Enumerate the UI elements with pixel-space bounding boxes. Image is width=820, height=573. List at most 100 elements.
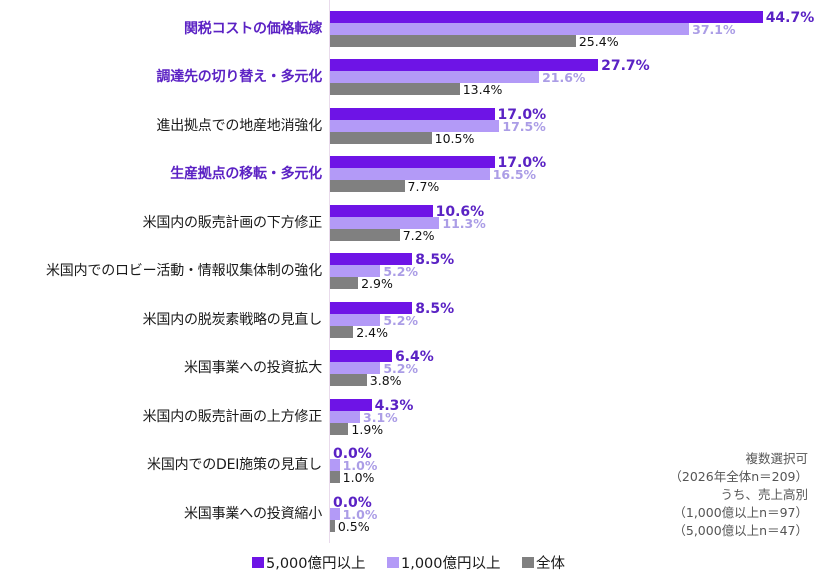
value-label-1000: 17.5% xyxy=(502,118,546,134)
value-label-5000: 17.0% xyxy=(497,106,547,123)
bar-total xyxy=(330,325,354,338)
bar-5000 xyxy=(330,253,413,265)
bar-1000 xyxy=(330,410,360,423)
bar-group: 6.4% 5.2% 3.8% xyxy=(330,349,820,387)
value-label-total: 10.5% xyxy=(434,130,475,146)
value-label-1000: 21.6% xyxy=(542,70,586,85)
category-label: 米国内の脱炭素戦略の見直し xyxy=(142,311,323,328)
category-label: 米国内の販売計画の下方修正 xyxy=(142,214,323,231)
bar-group: 4.3% 3.1% 1.9% xyxy=(330,397,820,437)
bar-total xyxy=(330,422,349,435)
value-label-total: 7.7% xyxy=(407,179,440,194)
bar-1000 xyxy=(330,459,340,471)
bar-group: 17.0% 17.5% 10.5% xyxy=(330,106,820,146)
category-label: 進出拠点での地産地消強化 xyxy=(156,117,322,134)
chart-row: 進出拠点での地産地消強化 17.0% 17.5% 10.5% xyxy=(0,106,820,157)
category-label: 米国内でのDEI施策の見直し xyxy=(147,457,322,473)
legend-label: 全体 xyxy=(536,555,565,572)
chart-row: 関税コストの価格転嫁 44.7% 37.1% 25.4% xyxy=(0,10,820,60)
value-label-5000: 4.3% xyxy=(374,397,414,414)
bar-1000 xyxy=(330,216,440,229)
chart-row: 調達先の切り替え・多元化 27.7% 21.6% 13.4% xyxy=(0,59,820,108)
bar-total xyxy=(330,277,359,289)
bar-group: 0.0% 1.0% 0.5% xyxy=(330,496,820,532)
bar-total xyxy=(330,374,367,386)
bar-1000 xyxy=(330,313,381,326)
y-axis-line xyxy=(329,0,330,543)
legend-swatch-total xyxy=(522,556,534,568)
value-label-5000: 8.5% xyxy=(415,300,455,317)
bar-1000 xyxy=(330,168,490,180)
bar-total xyxy=(330,519,335,532)
note-total-sample: （2026年全体n＝209） xyxy=(669,469,808,484)
chart-row: 米国事業への投資拡大 6.4% 5.2% 3.8% xyxy=(0,350,820,399)
legend-item-total: 全体 xyxy=(522,553,565,572)
value-label-1000: 5.2% xyxy=(383,264,418,279)
bar-5000 xyxy=(330,156,495,168)
value-label-total: 1.0% xyxy=(342,470,375,485)
value-label-1000: 37.1% xyxy=(692,21,736,37)
bar-5000 xyxy=(330,107,495,120)
bar-1000 xyxy=(330,362,381,374)
value-label-total: 2.4% xyxy=(356,324,388,340)
value-label-5000: 17.0% xyxy=(497,155,547,171)
legend-swatch-5000 xyxy=(252,556,264,568)
chart-row: 米国事業への投資縮小 0.0% 1.0% 0.5% xyxy=(0,496,820,545)
value-label-total: 1.9% xyxy=(351,421,384,437)
chart-row: 米国内でのロビー活動・情報収集体制の強化 8.5% 5.2% 2.9% xyxy=(0,253,820,302)
legend-label: 5,000億円以上 xyxy=(266,555,366,572)
bar-1000 xyxy=(330,507,340,520)
bar-5000 xyxy=(330,350,392,362)
bar-1000 xyxy=(330,22,690,35)
bar-total xyxy=(330,131,432,144)
bar-group: 17.0% 16.5% 7.7% xyxy=(330,155,820,194)
value-label-total: 2.9% xyxy=(361,276,393,291)
bar-total xyxy=(330,180,405,192)
value-label-5000: 0.0% xyxy=(333,446,372,462)
bar-group: 10.6% 11.3% 7.2% xyxy=(330,204,820,243)
value-label-1000: 11.3% xyxy=(442,215,486,231)
chart-row: 米国内でのDEI施策の見直し 0.0% 1.0% 1.0% xyxy=(0,447,820,496)
chart-notes: 複数選択可 （2026年全体n＝209） うち、売上高別 （1,000億以上n＝… xyxy=(669,450,808,540)
category-label: 米国事業への投資拡大 xyxy=(184,360,322,376)
value-label-total: 0.5% xyxy=(337,518,370,534)
value-label-1000: 3.1% xyxy=(363,409,398,425)
bar-1000 xyxy=(330,71,540,83)
bar-5000 xyxy=(330,301,413,314)
value-label-1000: 5.2% xyxy=(383,312,418,328)
legend-item-1000: 1,000億円以上 xyxy=(387,553,501,572)
legend-label: 1,000億円以上 xyxy=(401,555,501,572)
value-label-5000: 6.4% xyxy=(394,349,434,365)
bar-group: 8.5% 5.2% 2.9% xyxy=(330,252,820,291)
value-label-5000: 27.7% xyxy=(601,58,650,74)
category-label: 調達先の切り替え・多元化 xyxy=(156,69,322,85)
bar-total xyxy=(330,228,400,241)
note-breakdown: うち、売上高別 xyxy=(720,487,808,502)
value-label-total: 25.4% xyxy=(578,33,619,49)
category-label: 米国内でのロビー活動・情報収集体制の強化 xyxy=(46,263,322,279)
value-label-5000: 0.0% xyxy=(333,494,372,511)
note-1000-sample: （1,000億以上n＝97） xyxy=(673,505,808,520)
chart-row: 米国内の販売計画の上方修正 4.3% 3.1% 1.9% xyxy=(0,397,820,448)
bar-group: 0.0% 1.0% 1.0% xyxy=(330,446,820,485)
bar-5000 xyxy=(330,398,372,411)
value-label-1000: 5.2% xyxy=(383,361,418,376)
category-label: 米国事業への投資縮小 xyxy=(184,505,322,522)
category-label: 米国内の販売計画の上方修正 xyxy=(142,408,323,425)
bar-5000 xyxy=(330,10,763,23)
value-label-1000: 1.0% xyxy=(342,458,378,473)
value-label-5000: 8.5% xyxy=(415,252,455,268)
category-label: 関税コストの価格転嫁 xyxy=(184,20,322,37)
value-label-total: 7.2% xyxy=(402,227,435,243)
chart-row: 米国内の販売計画の下方修正 10.6% 11.3% 7.2% xyxy=(0,204,820,254)
legend-swatch-1000 xyxy=(387,556,399,568)
bar-group: 8.5% 5.2% 2.4% xyxy=(330,300,820,340)
note-5000-sample: （5,000億以上n＝47） xyxy=(673,523,808,538)
bar-5000 xyxy=(330,204,433,217)
category-label: 生産拠点の移転・多元化 xyxy=(170,166,322,182)
bar-total xyxy=(330,471,340,483)
value-label-1000: 1.0% xyxy=(342,506,378,522)
note-multiple-choice: 複数選択可 xyxy=(745,451,808,466)
bar-total xyxy=(330,83,460,95)
legend-item-5000: 5,000億円以上 xyxy=(252,553,366,572)
